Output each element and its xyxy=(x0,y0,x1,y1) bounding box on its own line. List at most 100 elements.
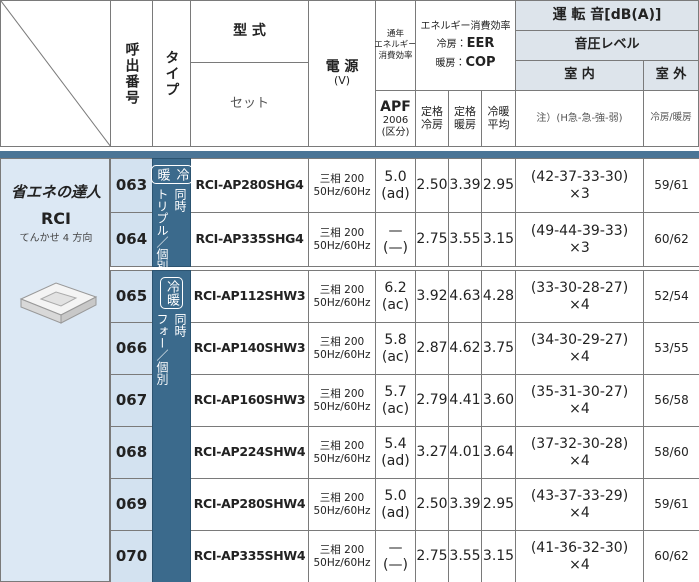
model-text: RCI-AP160SHW3 xyxy=(193,392,306,408)
header-text: 定格 xyxy=(421,104,443,118)
header-text: 注）(H急-急-強-弱) xyxy=(536,112,623,124)
average-text: 4.28 xyxy=(482,288,515,305)
indoor-noise-text: ×4 xyxy=(569,556,590,573)
brand-series: RCI xyxy=(40,209,71,228)
call-number: 067 xyxy=(110,374,153,427)
brand-logo: 省エネの達人 xyxy=(10,183,101,201)
call-number-header: 呼出番号 xyxy=(110,0,153,147)
average-text: 3.15 xyxy=(482,548,515,565)
rated-heating-text: 4.63 xyxy=(449,288,481,305)
corner-cell xyxy=(0,0,111,147)
apf-text: 5.0 xyxy=(384,488,407,505)
rated-cooling-text: 2.87 xyxy=(416,340,448,357)
outdoor-noise-text: 59/61 xyxy=(654,177,689,192)
average: 3.15 xyxy=(481,212,516,267)
type-text: トリプル／個別 xyxy=(155,188,169,272)
rated-cooling: 2.50 xyxy=(415,158,449,213)
power-header: 電 源 (V) xyxy=(308,0,376,147)
outdoor-noise: 53/55 xyxy=(643,322,699,375)
average-text: 2.95 xyxy=(482,177,515,194)
power: 三相 200 50Hz/60Hz xyxy=(308,158,376,213)
header-text: 室 外 xyxy=(655,67,687,83)
apf: — (—) xyxy=(375,212,416,267)
apf: 5.0 (ad) xyxy=(375,158,416,213)
apf-text: (ac) xyxy=(381,296,410,313)
average-text: 3.15 xyxy=(482,231,515,248)
call-number-text: 065 xyxy=(115,286,148,305)
outdoor-noise: 59/61 xyxy=(643,158,699,213)
header-text: 暖房： xyxy=(435,58,466,69)
average: 3.64 xyxy=(481,426,516,479)
header-text: (V) xyxy=(333,74,351,88)
header-text: 定格 xyxy=(454,104,476,118)
header-text: 冷房 xyxy=(421,117,443,131)
rated-cooling: 2.87 xyxy=(415,322,449,375)
indoor-noise-text: (37-32-30-28) xyxy=(530,436,629,453)
indoor-noise: (34-30-29-27) ×4 xyxy=(515,322,644,375)
separator-bar xyxy=(0,151,699,159)
indoor-noise-text: ×4 xyxy=(569,296,590,313)
model-text: RCI-AP140SHW3 xyxy=(193,340,306,356)
average: 4.28 xyxy=(481,270,516,323)
average: 2.95 xyxy=(481,478,516,531)
indoor-noise-text: ×4 xyxy=(569,348,590,365)
indoor-noise: (43-37-33-29) ×4 xyxy=(515,478,644,531)
rated-cooling: 3.27 xyxy=(415,426,449,479)
rated-heating: 4.62 xyxy=(448,322,482,375)
apf-text: 5.0 xyxy=(384,169,407,186)
rated-cooling-text: 2.75 xyxy=(416,231,448,248)
header-text: 通年 xyxy=(386,28,404,39)
average: 3.60 xyxy=(481,374,516,427)
model: RCI-AP335SHG4 xyxy=(190,212,309,267)
power-text: 50Hz/60Hz xyxy=(313,239,371,252)
rated-heating: 3.55 xyxy=(448,530,482,582)
indoor-noise-text: ×4 xyxy=(569,504,590,521)
apf-header: APF 2006 (区分) xyxy=(375,90,416,147)
header-text: 運 転 音[dB(A)] xyxy=(552,7,662,24)
rated-heating: 4.41 xyxy=(448,374,482,427)
type-text: 同時 xyxy=(173,188,187,212)
indoor-noise-text: (34-30-29-27) xyxy=(530,332,629,349)
power: 三相 200 50Hz/60Hz xyxy=(308,212,376,267)
header-text: 消費効率 xyxy=(378,51,413,62)
type-text: 同時 xyxy=(173,313,187,337)
average: 3.75 xyxy=(481,322,516,375)
apf-text: 5.7 xyxy=(384,384,407,401)
power-text: 三相 200 xyxy=(319,544,365,557)
header-text: (区分) xyxy=(381,126,410,138)
rated-heating: 4.01 xyxy=(448,426,482,479)
header-text: 2006 xyxy=(382,115,409,127)
power-text: 50Hz/60Hz xyxy=(313,452,371,465)
indoor-noise-text: ×3 xyxy=(569,239,590,256)
average-header: 冷暖 平均 xyxy=(481,90,516,147)
indoor-note: 注）(H急-急-強-弱) xyxy=(515,90,644,147)
apf-text: (ad) xyxy=(381,504,410,521)
call-number: 064 xyxy=(110,212,153,267)
rated-heating-text: 4.62 xyxy=(449,340,481,357)
indoor-noise: (49-44-39-33) ×3 xyxy=(515,212,644,267)
header-text: エネルギー xyxy=(374,39,417,50)
rated-cooling: 2.75 xyxy=(415,212,449,267)
set-header: セット xyxy=(190,62,309,147)
rated-cooling: 2.75 xyxy=(415,530,449,582)
call-number: 070 xyxy=(110,530,153,582)
noise-header: 運 転 音[dB(A)] xyxy=(515,0,699,31)
apf-text: 5.4 xyxy=(384,436,407,453)
power: 三相 200 50Hz/60Hz xyxy=(308,530,376,582)
apf-text: (ac) xyxy=(381,348,410,365)
rated-heating-text: 3.55 xyxy=(449,231,481,248)
rated-heating: 3.39 xyxy=(448,158,482,213)
average-text: 3.60 xyxy=(482,392,515,409)
apf-text: (ad) xyxy=(381,185,410,202)
rated-cooling-text: 3.92 xyxy=(416,288,448,305)
outdoor-header: 室 外 xyxy=(643,60,699,91)
apf-text: (—) xyxy=(383,239,408,256)
header-line: 冷房：EER xyxy=(437,34,495,54)
outdoor-noise-text: 60/62 xyxy=(654,231,689,246)
indoor-noise-text: (42-37-33-30) xyxy=(530,169,629,186)
rated-cooling-header: 定格 冷房 xyxy=(415,90,449,147)
call-number-text: 069 xyxy=(115,494,148,513)
call-number-text: 068 xyxy=(115,442,148,461)
average-text: 3.75 xyxy=(482,340,515,357)
